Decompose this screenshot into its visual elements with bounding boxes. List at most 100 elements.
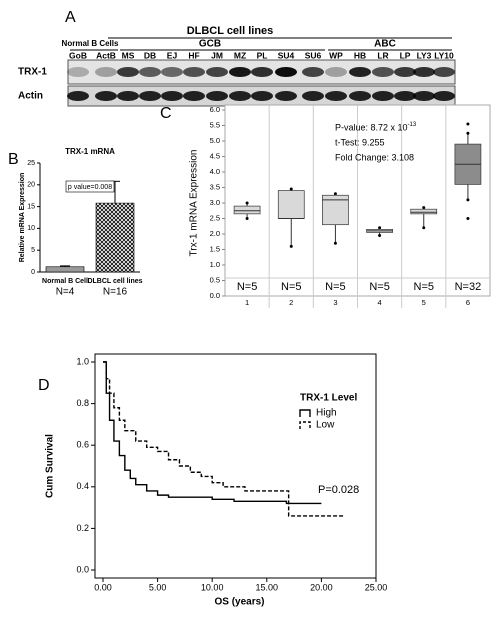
whisker-end <box>289 187 293 191</box>
band <box>372 91 394 101</box>
band <box>325 67 347 77</box>
lane-label: SU4 <box>278 50 295 60</box>
y-tick-label: 2.5 <box>210 213 220 222</box>
lanes: GoB ActB MS DB EJ HF JM MZ PL SU4 SU6 WP HB LR LP LY3 LY… <box>67 50 455 101</box>
lane-label: SU6 <box>305 50 322 60</box>
band <box>183 91 205 101</box>
band <box>206 91 228 101</box>
chart-title: TRX-1 mRNA <box>65 147 115 156</box>
lane-label: GoB <box>69 50 87 60</box>
lane-label: WP <box>329 50 343 60</box>
lane-label: JM <box>211 50 223 60</box>
lane-label: EJ <box>167 50 178 60</box>
whisker-end <box>245 217 249 220</box>
y-tick-label: 0.0 <box>210 291 220 300</box>
n-label: N=5 <box>237 281 258 293</box>
whisker-end <box>378 226 382 230</box>
annotation: P=0.028 <box>318 484 359 496</box>
annotation: Fold Change: 3.108 <box>335 152 414 162</box>
survival-curve <box>103 361 322 505</box>
y-axis-label: Trx-1 mRNA Expression <box>189 150 200 257</box>
y-axis-label: Cum Survival <box>45 434 56 498</box>
annotation: t-Test: 9.255 <box>335 137 385 147</box>
x-tick-label: 25.00 <box>365 582 388 592</box>
y-tick-label: 2.0 <box>210 229 220 238</box>
group-label: ABC <box>374 39 396 50</box>
x-tick-label: 6 <box>466 298 470 307</box>
annotation-box <box>65 180 115 193</box>
y-tick-label: 6.0 <box>210 105 220 114</box>
x-tick-label: DLBCL cell lines <box>87 278 142 285</box>
n-label: N=5 <box>369 281 390 293</box>
lane-label: ActB <box>96 50 116 60</box>
y-tick-label: 3.0 <box>210 198 220 207</box>
lane-label: LR <box>377 50 388 60</box>
y-tick-label: 0.6 <box>76 440 89 450</box>
x-tick-label: 4 <box>377 298 381 307</box>
legend-title: TRX-1 Level <box>300 393 357 404</box>
band <box>275 67 297 77</box>
y-tick-label: 3.5 <box>210 182 220 191</box>
legend-swatch <box>299 421 311 429</box>
x-tick-label: 5.00 <box>149 582 167 592</box>
y-tick-label: 20 <box>27 182 35 189</box>
band <box>349 67 371 77</box>
band <box>302 67 324 77</box>
y-tick-label: 0.8 <box>76 398 89 408</box>
bar <box>45 266 85 273</box>
legend-swatch <box>299 409 311 417</box>
band <box>67 91 89 101</box>
y-tick-label: 0.0 <box>76 564 89 574</box>
x-tick-label: 5 <box>422 298 426 307</box>
band <box>117 67 139 77</box>
x-tick-label: 3 <box>333 298 337 307</box>
whisker-end <box>289 244 293 248</box>
legend-label: High <box>316 408 337 419</box>
band <box>433 67 455 77</box>
row-label: TRX-1 <box>18 67 47 78</box>
whisker-end <box>422 206 426 210</box>
survival-curve <box>103 361 344 517</box>
band <box>161 67 183 77</box>
n-label: N=32 <box>455 281 482 293</box>
group-label: Normal B Cells <box>62 39 119 48</box>
whisker-end <box>466 198 470 202</box>
y-axis-label: Relative mRNA Expression <box>19 173 26 263</box>
x-tick-label: 10.00 <box>201 582 224 592</box>
x-tick-label: 20.00 <box>310 582 333 592</box>
band <box>95 91 117 101</box>
band <box>139 67 161 77</box>
y-tick-label: 5 <box>31 247 35 254</box>
band <box>229 67 251 77</box>
legend-label: Low <box>316 420 335 431</box>
x-axis-label: OS (years) <box>214 597 264 608</box>
y-tick-label: 1.0 <box>210 260 220 269</box>
band <box>251 91 273 101</box>
plot-frame <box>94 353 377 579</box>
band <box>302 91 324 101</box>
y-tick-label: 0.2 <box>76 523 89 533</box>
y-tick-label: 0 <box>31 269 35 276</box>
box <box>277 190 305 219</box>
y-tick-label: 4.5 <box>210 151 220 160</box>
y-tick-label: 5.0 <box>210 136 220 145</box>
lane-label: DB <box>144 50 156 60</box>
lane-label: MS <box>122 50 135 60</box>
lane-label: MZ <box>234 50 246 60</box>
y-tick-label: 4.0 <box>210 167 220 176</box>
whisker-end <box>333 241 337 245</box>
band <box>206 67 228 77</box>
band <box>325 91 347 101</box>
band <box>349 91 371 101</box>
y-tick-label: 5.5 <box>210 120 220 129</box>
band <box>372 67 394 77</box>
n-label: N=4 <box>56 287 75 298</box>
y-tick-label: 1.5 <box>210 244 220 253</box>
whisker-end <box>466 131 470 135</box>
band <box>413 91 435 101</box>
box <box>233 205 261 215</box>
n-label: N=5 <box>414 281 435 293</box>
blot-header: DLBCL cell lines <box>187 25 274 37</box>
n-label: N=16 <box>103 287 128 298</box>
